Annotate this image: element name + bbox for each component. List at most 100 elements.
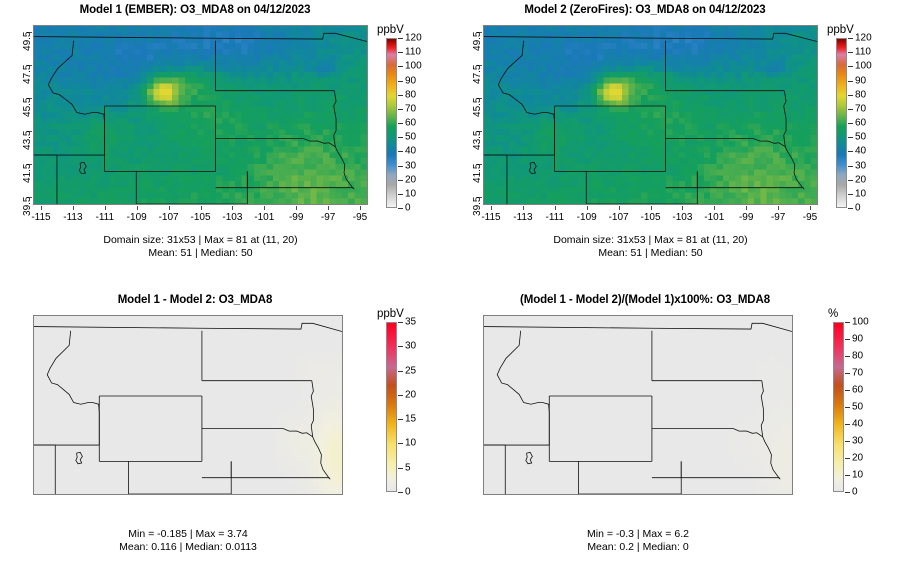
colorbar-tick [848, 66, 853, 68]
panel-model1: Model 1 (EMBER): O3_MDA8 on 04/12/2023 -… [0, 0, 450, 289]
panel-subtitle: Domain size: 31x53 | Max = 81 at (11, 20… [103, 234, 298, 259]
state-borders-overlay [484, 26, 817, 204]
colorbar-tick-label: 40 [855, 145, 867, 157]
colorbar-tick-label: 120 [405, 32, 422, 44]
x-axis-tick [810, 206, 812, 210]
colorbar-tick-label: 40 [405, 145, 417, 157]
x-axis-tick [136, 206, 138, 210]
colorbar-unit-label: % [828, 308, 839, 320]
x-axis-tick [40, 206, 42, 210]
colorbar-gradient [833, 322, 844, 492]
x-axis-tick-label: -97 [770, 212, 786, 223]
x-axis-tick-label: -101 [254, 212, 275, 223]
colorbar-unit-label: ppbV [377, 24, 404, 36]
colorbar-gradient [836, 38, 847, 208]
y-axis-tick-label: 41.5 [471, 163, 483, 183]
colorbar-tick [398, 94, 403, 96]
colorbar-tick [845, 424, 850, 425]
colorbar-tick-label: 100 [855, 60, 872, 72]
x-axis-tick-label: -105 [190, 212, 211, 223]
panel-title: Model 1 - Model 2: O3_MDA8 [117, 294, 273, 306]
colorbar-tick-label: 5 [405, 462, 411, 474]
colorbar-tick-label: 0 [855, 202, 861, 214]
x-axis-tick-label: -97 [320, 212, 336, 223]
colorbar-tick [398, 443, 403, 445]
x-axis-tick [490, 206, 492, 210]
map-surface [484, 26, 817, 204]
x-axis-tick-label: -107 [158, 212, 179, 223]
colorbar-tick-label: 30 [855, 160, 867, 171]
colorbar-tick-label: 10 [405, 188, 417, 200]
y-axis-tick [27, 196, 32, 198]
x-axis-tick-label: -105 [640, 212, 661, 223]
x-axis: -115 -113 -111 -109 -107 -105 -103 -101 -99 -97 -9… [31, 206, 368, 224]
x-axis-tick-label: -113 [63, 212, 83, 223]
y-axis-label-wrap: 47.5 [472, 64, 483, 83]
colorbar-tick [398, 346, 403, 348]
x-axis-tick [586, 206, 588, 210]
y-axis-tick [477, 196, 482, 198]
colorbar-tick-label: 0 [852, 486, 858, 498]
colorbar-gradient [386, 38, 397, 208]
x-axis-tick [618, 206, 620, 210]
y-axis-tick-label: 47.5 [471, 64, 483, 84]
x-axis-tick-label: -103 [672, 212, 693, 223]
colorbar-tick [398, 137, 403, 139]
colorbar-tick [845, 407, 850, 408]
y-axis: 39.5 41.5 43.5 45.5 47.5 49.5 [13, 25, 33, 216]
colorbar-tick [845, 441, 850, 442]
colorbar-tick-label: 20 [852, 452, 864, 464]
x-axis-tick-label: -115 [481, 212, 501, 223]
colorbar-tick-label: 0 [405, 486, 411, 498]
y-axis-label-wrap: 41.5 [22, 163, 33, 182]
map-plot-area [483, 315, 793, 495]
colorbar-tick-label: 70 [405, 103, 417, 115]
x-axis-tick [360, 206, 362, 210]
y-axis-label-wrap: 45.5 [22, 97, 33, 116]
colorbar-tick [845, 390, 850, 391]
panel-difference: Model 1 - Model 2: O3_MDA8 Min = -0.185 … [0, 290, 450, 579]
x-axis-tick [522, 206, 524, 210]
colorbar-tick-label: 20 [405, 174, 417, 186]
colorbar-tick [398, 492, 403, 493]
colorbar-tick [848, 193, 853, 195]
colorbar-tick [848, 165, 853, 167]
y-axis-label-wrap: 49.5 [472, 31, 483, 50]
y-axis-tick-label: 45.5 [471, 97, 483, 117]
x-axis-tick [72, 206, 74, 210]
state-borders-overlay [34, 26, 367, 204]
colorbar-tick [398, 80, 403, 82]
colorbar-tick-label: 20 [855, 174, 867, 186]
colorbar-tick [848, 137, 853, 139]
y-axis-label-wrap: 47.5 [22, 64, 33, 83]
colorbar-tick-label: 10 [855, 188, 867, 200]
x-axis-tick [104, 206, 106, 210]
colorbar-tick [398, 38, 403, 39]
colorbar-tick-label: 30 [405, 160, 417, 171]
y-axis-tick [27, 64, 32, 66]
x-axis-tick [650, 206, 652, 210]
colorbar-tick [845, 339, 850, 340]
x-axis-tick [264, 206, 266, 210]
x-axis-tick [200, 206, 202, 210]
panel-model2: Model 2 (ZeroFires): O3_MDA8 on 04/12/20… [450, 0, 900, 289]
x-axis-tick-label: -101 [704, 212, 725, 223]
y-axis-tick [477, 64, 482, 66]
y-axis-label-wrap: 39.5 [472, 196, 483, 215]
colorbar-tick [845, 373, 850, 374]
colorbar-tick-label: 40 [852, 418, 864, 430]
colorbar-tick-label: 50 [855, 131, 867, 143]
colorbar-tick-label: 35 [405, 316, 417, 328]
map-surface [34, 26, 367, 204]
ozone-raster [34, 26, 367, 204]
colorbar-tick-label: 110 [405, 46, 421, 58]
y-axis-tick-label: 39.5 [21, 196, 33, 216]
colorbar-tick [845, 492, 850, 493]
colorbar-tick [398, 151, 403, 153]
x-axis-tick-label: -113 [513, 212, 533, 223]
percent-difference-raster [484, 316, 792, 494]
y-axis-tick [477, 163, 482, 165]
colorbar-tick-label: 100 [852, 316, 869, 328]
colorbar-tick-label: 70 [852, 367, 864, 379]
